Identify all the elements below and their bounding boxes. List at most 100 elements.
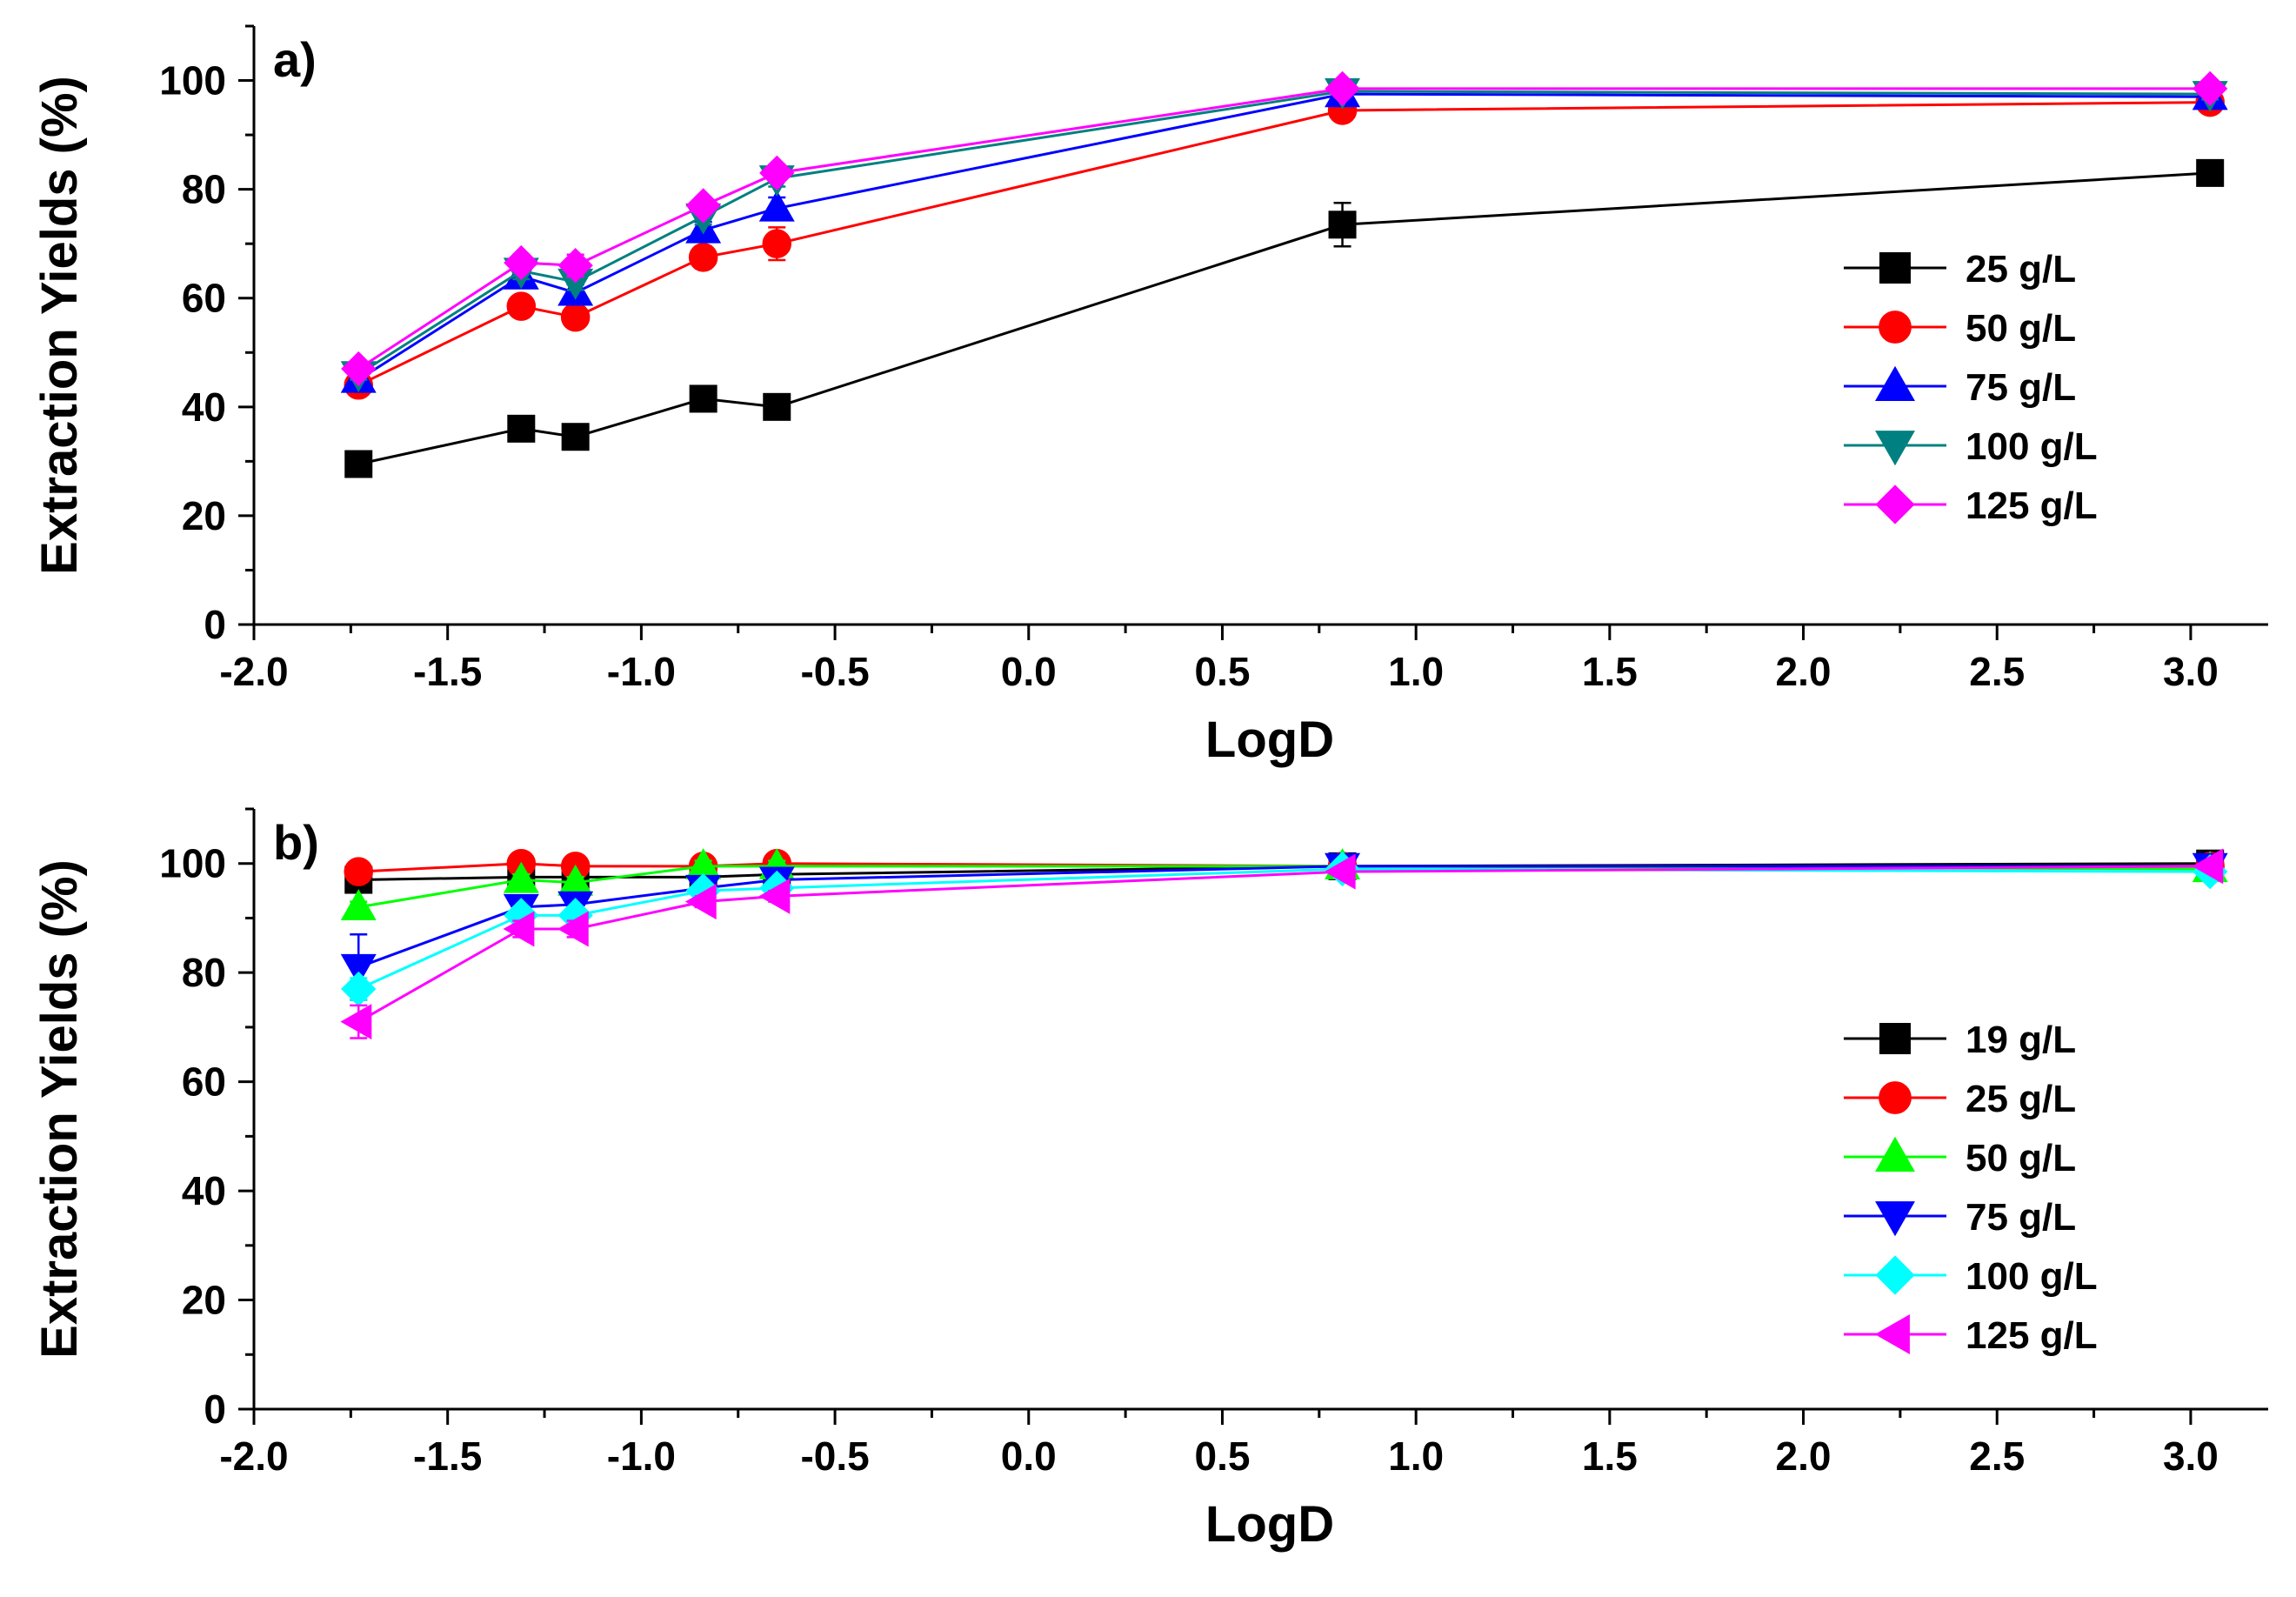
panel-b-legend-marker <box>1875 1201 1915 1237</box>
panel-a-legend-item-25-g-l: 25 g/L <box>1844 248 2076 291</box>
panel-a-legend-item-50-g-l: 50 g/L <box>1844 307 2076 350</box>
panel-a-y-tick-label: 60 <box>182 276 226 321</box>
panel-a-legend-label: 50 g/L <box>1966 307 2076 350</box>
panel-b-series-50-g-l-point <box>340 889 377 920</box>
panel-b-legend-item-125-g-l: 125 g/L <box>1844 1314 2098 1357</box>
panel-b-x-tick-label: 0.0 <box>1001 1433 1057 1479</box>
chart-panel-b: -2.0 -1.5 -1.0 -0.5 0.0 0.5 1.0 1.5 2.0 2.5 3.0 0 20… <box>31 807 2268 1553</box>
panel-b-series-50-g-l-line <box>358 865 2211 909</box>
panel-a-series-125-g-l-point <box>1325 70 1360 107</box>
panel-b-series-125-g-l-line <box>357 865 2211 1023</box>
panel-b-series-50-g-l-point <box>503 861 539 893</box>
panel-b-x-tick-label: -1.0 <box>607 1433 676 1479</box>
panel-a-series-75-g-l-point <box>758 190 795 222</box>
panel-a-x-tick-label: 1.0 <box>1388 649 1444 694</box>
panel-b-series-125-g-l <box>340 848 2224 1040</box>
panel-a-series-125-g-l-point <box>759 155 795 191</box>
panel-b-panel-label: b) <box>273 815 319 870</box>
panel-b-series-25-g-l-point <box>344 857 374 886</box>
panel-a-x-tick-label: 1.5 <box>1582 649 1638 694</box>
panel-b-legend-label: 19 g/L <box>1966 1019 2076 1061</box>
panel-b-y-tick-label: 40 <box>182 1168 226 1213</box>
panel-a-series-25-g-l-point <box>561 423 590 451</box>
panel-b-legend-label: 100 g/L <box>1966 1255 2098 1298</box>
panel-b-series-75-g-l-point <box>340 953 377 986</box>
panel-b-legend-item-100-g-l: 100 g/L <box>1844 1255 2098 1298</box>
panel-a-y-tick-label: 40 <box>182 384 226 430</box>
panel-a-series-25-g-l-point <box>689 384 718 413</box>
panel-a-series-100-g-l-line <box>357 90 2211 376</box>
panel-a-legend-label: 125 g/L <box>1966 484 2098 527</box>
panel-a-series-25-g-l-point <box>2196 158 2225 187</box>
panel-a-x-tick-label: 0.5 <box>1194 649 1250 694</box>
panel-b-x-tick-label: 1.0 <box>1388 1433 1444 1479</box>
panel-a-series-25-g-l <box>344 158 2225 478</box>
panel-b-legend-label: 25 g/L <box>1966 1078 2076 1120</box>
panel-b-legend-label: 75 g/L <box>1966 1196 2076 1239</box>
panel-b-legend-marker <box>1879 1023 1911 1054</box>
panel-a-series-25-g-l-point <box>507 414 536 443</box>
chart-panel-a: -2.0 -1.5 -1.0 -0.5 0.0 0.5 1.0 1.5 2.0 2.5 3.0 0 20… <box>31 24 2268 768</box>
panel-a-series-125-g-l <box>341 70 2228 387</box>
panel-a-series-50-g-l-point <box>688 243 718 272</box>
panel-b-y-tick-label: 80 <box>182 950 226 995</box>
panel-a-series-125-g-l-point <box>685 188 721 224</box>
panel-b-y-tick-label: 20 <box>182 1278 226 1323</box>
panel-a-series-50-g-l-point <box>762 229 792 258</box>
panel-a-legend-label: 25 g/L <box>1966 248 2076 291</box>
panel-a-series-50-g-l-point <box>506 291 537 321</box>
panel-b-series-125-g-l-point <box>2192 848 2224 885</box>
panel-a-series-25-g-l-point <box>763 392 791 421</box>
panel-a-x-axis-title: LogD <box>1205 712 1334 768</box>
panel-a-legend-item-100-g-l: 100 g/L <box>1844 425 2098 468</box>
panel-a-legend-marker <box>1875 431 1915 466</box>
panel-a-x-tick-label: -1.5 <box>413 649 482 694</box>
panel-b-x-tick-label: 3.0 <box>2163 1433 2219 1479</box>
panel-a-legend-item-125-g-l: 125 g/L <box>1844 484 2098 527</box>
panel-b-legend: 19 g/L 25 g/L 50 g/L 75 g/L 100 g/L 125 g/L <box>1844 1019 2098 1357</box>
panel-b-y-tick-label: 0 <box>204 1387 226 1432</box>
panel-b-series-100-g-l-point <box>341 971 377 1007</box>
panel-a-y-axis-title: Extraction Yields (%) <box>31 76 88 575</box>
panel-b-x-tick-label: 2.0 <box>1776 1433 1832 1479</box>
panel-b-legend-item-25-g-l: 25 g/L <box>1844 1078 2076 1120</box>
panel-b-legend-marker <box>1875 1136 1915 1172</box>
panel-b-legend-label: 125 g/L <box>1966 1314 2098 1357</box>
panel-b-legend-marker <box>1879 1081 1912 1114</box>
panel-a-legend-label: 75 g/L <box>1966 366 2076 409</box>
panel-b-x-tick-label: 0.5 <box>1194 1433 1250 1479</box>
panel-b-x-tick-label: -0.5 <box>800 1433 869 1479</box>
panel-a-x-tick-label: -2.0 <box>219 649 288 694</box>
panel-a-legend-item-75-g-l: 75 g/L <box>1844 365 2076 409</box>
panel-a-y-tick-label: 80 <box>182 167 226 212</box>
panel-a-legend-label: 100 g/L <box>1966 425 2098 468</box>
panel-a-x-tick-label: 2.0 <box>1776 649 1832 694</box>
panel-b-x-tick-label: -2.0 <box>219 1433 288 1479</box>
panel-b-legend-marker <box>1874 1314 1910 1354</box>
panel-a-legend-marker <box>1879 311 1912 344</box>
panel-b-series-125-g-l-point <box>557 911 589 947</box>
panel-a-x-tick-label: 3.0 <box>2163 649 2219 694</box>
panel-a-panel-label: a) <box>273 32 317 87</box>
panel-a-y-tick-label: 100 <box>159 58 226 104</box>
panel-b-series-100-g-l-line <box>357 867 2211 991</box>
panel-b-series-125-g-l-point <box>340 1004 372 1040</box>
panel-b-y-tick-label: 60 <box>182 1059 226 1105</box>
panel-a-series-50-g-l-point <box>560 302 591 332</box>
panel-b-series-50-g-l <box>340 848 2228 920</box>
panel-b-series-125-g-l-point <box>758 878 791 914</box>
panel-a-legend-marker <box>1875 484 1915 525</box>
panel-a-x-tick-label: 0.0 <box>1001 649 1057 694</box>
panel-a-y-tick-label: 0 <box>204 602 226 647</box>
panel-b-y-axis-title: Extraction Yields (%) <box>31 859 88 1359</box>
panel-b-legend-item-75-g-l: 75 g/L <box>1844 1196 2076 1239</box>
panel-b-legend-item-19-g-l: 19 g/L <box>1844 1019 2076 1061</box>
panel-b-x-tick-label: 1.5 <box>1582 1433 1638 1479</box>
panel-b-legend-item-50-g-l: 50 g/L <box>1844 1136 2076 1179</box>
panel-a-legend: 25 g/L 50 g/L 75 g/L 100 g/L 125 g/L <box>1844 248 2098 527</box>
panel-a-series-25-g-l-line <box>357 171 2211 465</box>
panel-a-series-125-g-l-point <box>504 244 539 281</box>
panel-a-x-tick-label: 2.5 <box>1969 649 2025 694</box>
panel-a-series-125-g-l-point <box>557 248 593 284</box>
